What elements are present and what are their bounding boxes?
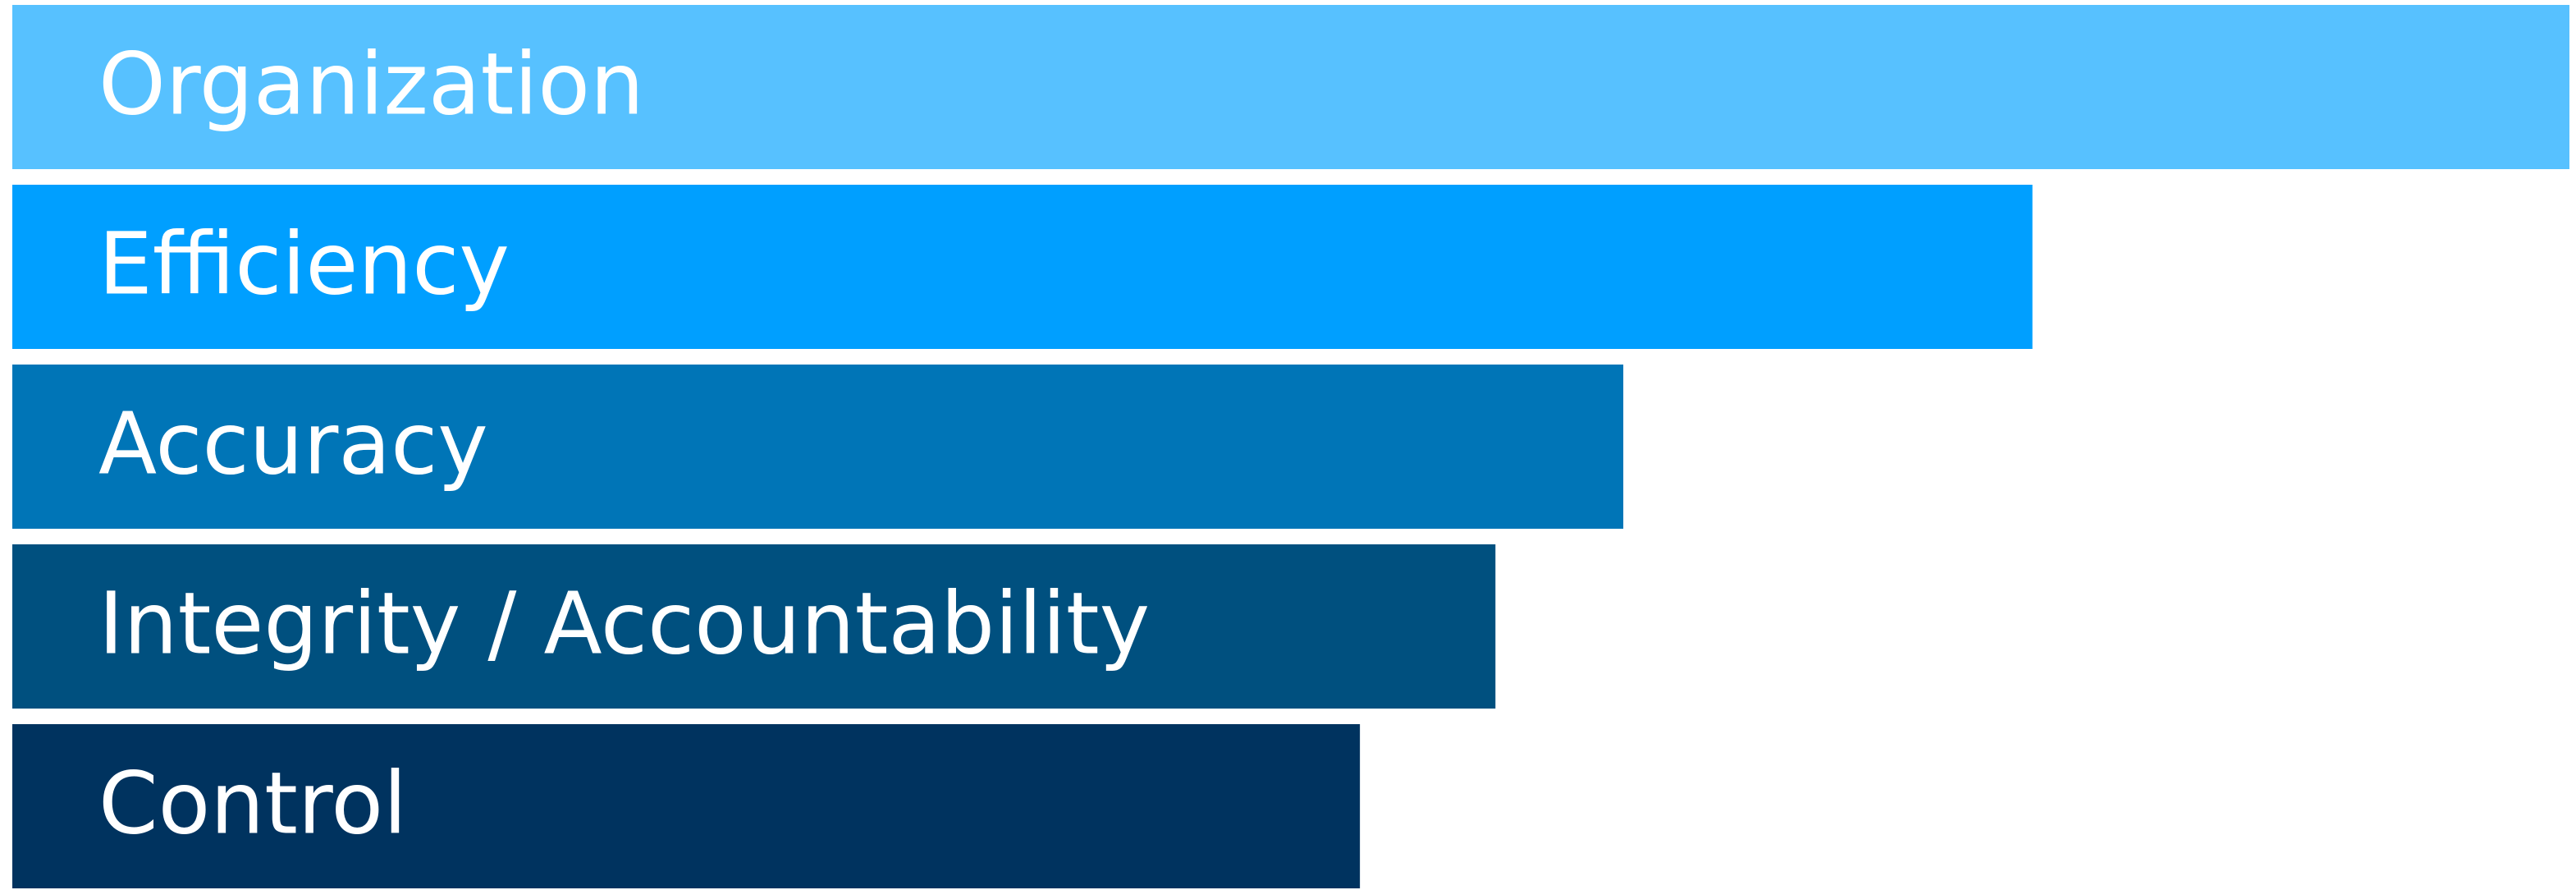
bar-label-integrity-accountability: Integrity / Accountability [98,573,1150,673]
bar-label-organization: Organization [98,34,644,134]
bar-integrity-accountability [12,544,1496,709]
bar-accuracy [12,365,1624,529]
bar-label-accuracy: Accuracy [98,393,488,493]
bar-label-efficiency: Efficiency [98,213,510,314]
bar-efficiency [12,185,2033,349]
bar-organization [12,5,2569,169]
bars-group [12,5,2569,888]
bar-control [12,724,1361,888]
bar-label-control: Control [98,753,407,853]
labels-group: Organization Efficiency Accuracy Integrity … [98,34,1150,853]
